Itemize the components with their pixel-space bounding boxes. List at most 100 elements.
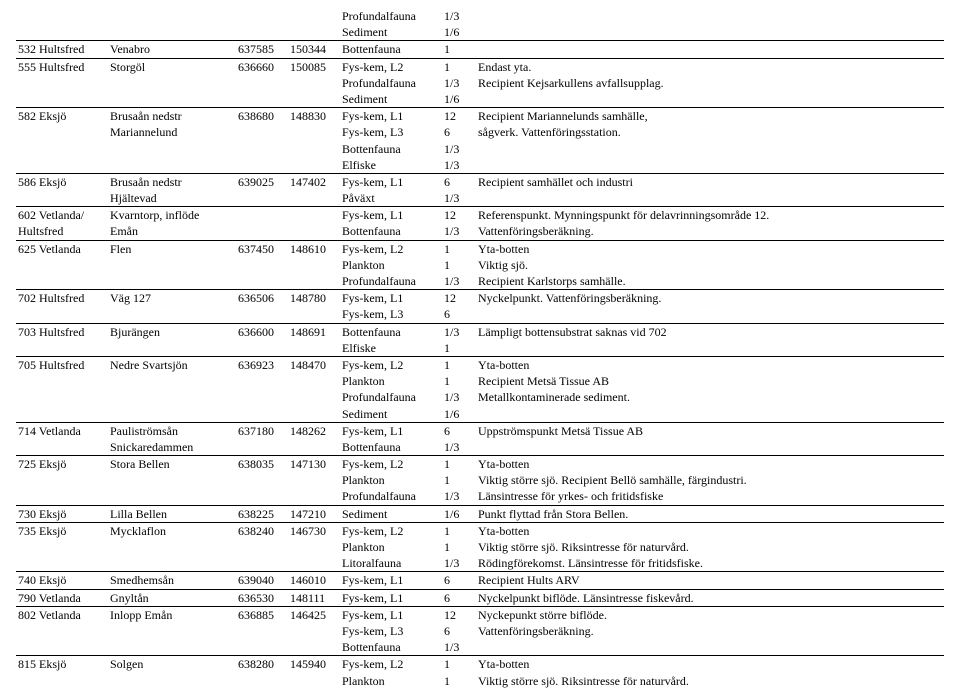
parameter-cell: Profundalfauna bbox=[340, 75, 442, 91]
id-cell bbox=[16, 273, 108, 290]
parameter-cell: Fys-kem, L1 bbox=[340, 589, 442, 606]
location-cell bbox=[108, 472, 236, 488]
coord-y-cell bbox=[288, 555, 340, 572]
id-cell bbox=[16, 75, 108, 91]
location-cell: Bjurängen bbox=[108, 323, 236, 340]
coord-y-cell bbox=[288, 157, 340, 174]
id-cell bbox=[16, 406, 108, 423]
id-cell bbox=[16, 555, 108, 572]
coord-x-cell bbox=[236, 223, 288, 240]
coord-y-cell: 146730 bbox=[288, 522, 340, 539]
freq-cell: 1 bbox=[442, 656, 476, 673]
id-cell: 714 Vetlanda bbox=[16, 422, 108, 439]
coord-y-cell: 148610 bbox=[288, 240, 340, 257]
parameter-cell: Fys-kem, L2 bbox=[340, 522, 442, 539]
table-row: Bottenfauna1/3 bbox=[16, 141, 944, 157]
coord-x-cell bbox=[236, 190, 288, 207]
location-cell: Väg 127 bbox=[108, 290, 236, 307]
id-cell: 705 Hultsfred bbox=[16, 356, 108, 373]
coord-y-cell: 145940 bbox=[288, 656, 340, 673]
id-cell bbox=[16, 673, 108, 689]
note-cell bbox=[476, 406, 944, 423]
note-cell: Nyckelpunkt. Vattenföringsberäkning. bbox=[476, 290, 944, 307]
id-cell bbox=[16, 91, 108, 108]
parameter-cell: Bottenfauna bbox=[340, 223, 442, 240]
freq-cell: 1 bbox=[442, 240, 476, 257]
coord-y-cell: 150344 bbox=[288, 41, 340, 58]
coord-y-cell bbox=[288, 190, 340, 207]
coord-x-cell bbox=[236, 8, 288, 24]
id-cell: 790 Vetlanda bbox=[16, 589, 108, 606]
coord-y-cell bbox=[288, 439, 340, 456]
parameter-cell: Fys-kem, L1 bbox=[340, 108, 442, 125]
note-cell bbox=[476, 340, 944, 357]
freq-cell: 1/3 bbox=[442, 190, 476, 207]
parameter-cell: Sediment bbox=[340, 24, 442, 41]
table-row: 602 Vetlanda/Kvarntorp, inflödeFys-kem, … bbox=[16, 207, 944, 224]
coord-x-cell: 639040 bbox=[236, 572, 288, 589]
freq-cell: 12 bbox=[442, 108, 476, 125]
id-cell bbox=[16, 439, 108, 456]
location-cell bbox=[108, 157, 236, 174]
table-row: 740 EksjöSmedhemsån639040146010Fys-kem, … bbox=[16, 572, 944, 589]
note-cell: Nyckepunkt större biflöde. bbox=[476, 606, 944, 623]
coord-y-cell bbox=[288, 389, 340, 405]
coord-y-cell bbox=[288, 124, 340, 140]
coord-x-cell bbox=[236, 24, 288, 41]
parameter-cell: Bottenfauna bbox=[340, 323, 442, 340]
freq-cell: 1/6 bbox=[442, 505, 476, 522]
table-row: 815 EksjöSolgen638280145940Fys-kem, L21Y… bbox=[16, 656, 944, 673]
id-cell: 555 Hultsfred bbox=[16, 58, 108, 75]
table-row: Profundalfauna1/3Recipient Kejsarkullens… bbox=[16, 75, 944, 91]
id-cell bbox=[16, 389, 108, 405]
table-row: Plankton1Viktig större sjö. Riksintresse… bbox=[16, 539, 944, 555]
location-cell bbox=[108, 91, 236, 108]
coord-x-cell bbox=[236, 157, 288, 174]
note-cell: Viktig större sjö. Riksintresse för natu… bbox=[476, 673, 944, 689]
freq-cell: 1/3 bbox=[442, 141, 476, 157]
table-row: 586 EksjöBrusaån nedstr639025147402Fys-k… bbox=[16, 173, 944, 190]
note-cell: Recipient Karlstorps samhälle. bbox=[476, 273, 944, 290]
coord-x-cell bbox=[236, 555, 288, 572]
location-cell bbox=[108, 8, 236, 24]
table-row: 802 VetlandaInlopp Emån636885146425Fys-k… bbox=[16, 606, 944, 623]
id-cell bbox=[16, 488, 108, 505]
note-cell bbox=[476, 141, 944, 157]
coord-x-cell bbox=[236, 673, 288, 689]
freq-cell: 1 bbox=[442, 41, 476, 58]
note-cell: Referenspunkt. Mynningspunkt för delavri… bbox=[476, 207, 944, 224]
location-cell bbox=[108, 406, 236, 423]
id-cell bbox=[16, 124, 108, 140]
table-row: Elfiske1 bbox=[16, 340, 944, 357]
freq-cell: 1 bbox=[442, 356, 476, 373]
table-row: Fys-kem, L36Vattenföringsberäkning. bbox=[16, 623, 944, 639]
coord-x-cell bbox=[236, 406, 288, 423]
location-cell: Nedre Svartsjön bbox=[108, 356, 236, 373]
note-cell: Recipient Metsä Tissue AB bbox=[476, 373, 944, 389]
table-row: MariannelundFys-kem, L36sågverk. Vattenf… bbox=[16, 124, 944, 140]
coord-x-cell: 638225 bbox=[236, 505, 288, 522]
parameter-cell: Profundalfauna bbox=[340, 8, 442, 24]
coord-y-cell bbox=[288, 340, 340, 357]
parameter-cell: Fys-kem, L2 bbox=[340, 456, 442, 473]
sampling-table: Profundalfauna 1/3 Sediment 1/6 532 Hultsfre… bbox=[16, 8, 944, 689]
location-cell: Gnyltån bbox=[108, 589, 236, 606]
table-row: Litoralfauna1/3Rödingförekomst. Länsintr… bbox=[16, 555, 944, 572]
parameter-cell: Litoralfauna bbox=[340, 555, 442, 572]
coord-y-cell bbox=[288, 273, 340, 290]
id-cell bbox=[16, 639, 108, 656]
note-cell: Endast yta. bbox=[476, 58, 944, 75]
note-cell: Recipient Kejsarkullens avfallsupplag. bbox=[476, 75, 944, 91]
location-cell: Snickaredammen bbox=[108, 439, 236, 456]
coord-x-cell: 636923 bbox=[236, 356, 288, 373]
table-row: 555 HultsfredStorgöl636660150085Fys-kem,… bbox=[16, 58, 944, 75]
coord-x-cell: 636600 bbox=[236, 323, 288, 340]
table-row: 532 HultsfredVenabro637585150344Bottenfa… bbox=[16, 41, 944, 58]
location-cell: Storgöl bbox=[108, 58, 236, 75]
note-cell: Punkt flyttad från Stora Bellen. bbox=[476, 505, 944, 522]
location-cell: Kvarntorp, inflöde bbox=[108, 207, 236, 224]
note-cell bbox=[476, 8, 944, 24]
location-cell: Brusaån nedstr bbox=[108, 108, 236, 125]
coord-y-cell bbox=[288, 539, 340, 555]
location-cell: Emån bbox=[108, 223, 236, 240]
